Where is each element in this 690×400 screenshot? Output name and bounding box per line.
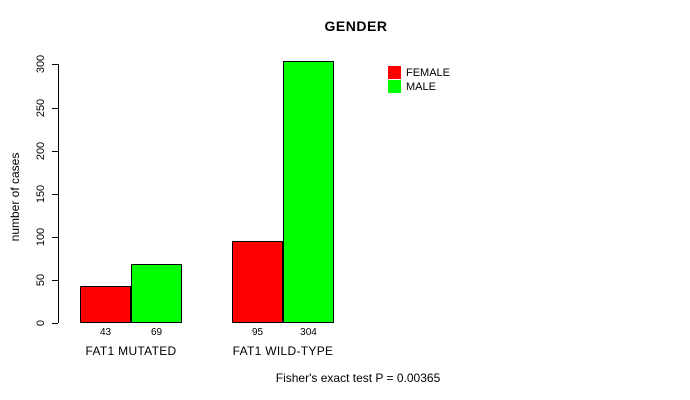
legend-item-female: FEMALE xyxy=(388,66,450,79)
bar-value-label: 43 xyxy=(99,327,112,338)
legend-swatch-male xyxy=(388,80,401,93)
bar-male-fat1-wild-type xyxy=(283,60,334,323)
category-label-fat1-wild-type: FAT1 WILD-TYPE xyxy=(232,344,334,358)
y-tick-label: 200 xyxy=(35,141,47,160)
y-tick-mark xyxy=(52,236,58,238)
y-tick-label: 0 xyxy=(35,319,47,327)
y-tick-label: 50 xyxy=(35,273,47,287)
y-tick-mark xyxy=(52,107,58,109)
y-tick-label: 300 xyxy=(35,55,47,74)
y-tick-mark xyxy=(52,150,58,152)
chart-title: GENDER xyxy=(324,18,388,34)
legend-label: MALE xyxy=(406,80,436,93)
y-tick-mark xyxy=(52,279,58,281)
legend-label: FEMALE xyxy=(406,66,451,79)
bar-value-label: 69 xyxy=(150,327,163,338)
legend: FEMALE MALE xyxy=(388,66,450,94)
bar-value-label: 304 xyxy=(300,327,317,338)
y-tick-mark xyxy=(52,323,58,324)
y-axis-line xyxy=(58,64,59,323)
bar-value-label: 95 xyxy=(251,327,264,338)
legend-item-male: MALE xyxy=(388,80,450,93)
bar-female-fat1-mutated xyxy=(80,285,131,323)
y-axis-label: number of cases xyxy=(8,152,22,242)
bar-male-fat1-mutated xyxy=(131,263,182,323)
y-tick-mark xyxy=(52,193,58,195)
y-tick-label: 250 xyxy=(35,98,47,117)
y-tick-label: 100 xyxy=(35,227,47,246)
legend-swatch-female xyxy=(388,66,401,79)
caption: Fisher's exact test P = 0.00365 xyxy=(275,371,441,385)
y-tick-label: 150 xyxy=(35,184,47,203)
bar-female-fat1-wild-type xyxy=(232,241,283,323)
y-tick-mark xyxy=(52,64,58,66)
category-label-fat1-mutated: FAT1 MUTATED xyxy=(85,344,177,358)
